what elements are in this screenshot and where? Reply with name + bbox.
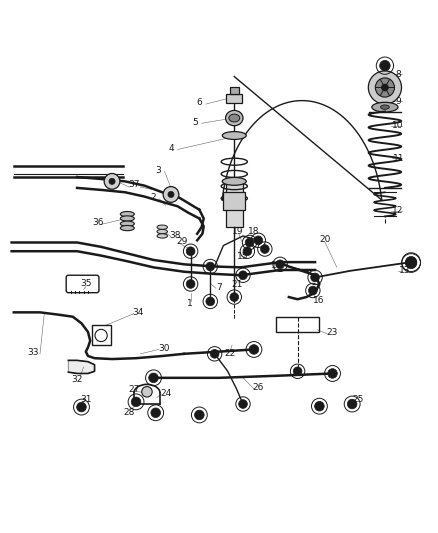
Text: 27: 27 [128, 385, 140, 394]
Circle shape [243, 247, 252, 256]
Ellipse shape [381, 105, 389, 109]
Text: 1: 1 [187, 299, 193, 308]
Bar [226, 94, 242, 103]
Circle shape [249, 345, 259, 354]
Text: 17: 17 [271, 261, 283, 270]
Text: 11: 11 [393, 154, 405, 163]
Circle shape [186, 280, 195, 288]
Ellipse shape [157, 225, 167, 229]
Text: 25: 25 [352, 395, 364, 404]
Text: 12: 12 [392, 206, 404, 215]
Circle shape [261, 245, 269, 253]
Circle shape [109, 179, 115, 184]
Text: 38: 38 [170, 231, 181, 239]
Bar [92, 326, 111, 345]
Circle shape [210, 350, 219, 358]
Text: 35: 35 [80, 279, 92, 288]
Circle shape [406, 257, 417, 269]
Text: 22: 22 [224, 349, 236, 358]
Text: 7: 7 [216, 283, 222, 292]
Text: 34: 34 [133, 308, 144, 317]
Circle shape [186, 247, 195, 256]
Ellipse shape [157, 229, 167, 234]
Circle shape [239, 271, 247, 280]
Circle shape [230, 293, 239, 302]
Text: 19: 19 [232, 227, 243, 236]
Circle shape [293, 367, 302, 376]
Circle shape [347, 399, 357, 409]
Text: 28: 28 [124, 408, 135, 417]
Ellipse shape [120, 225, 134, 231]
Circle shape [163, 187, 179, 203]
Text: 2: 2 [151, 193, 156, 202]
Bar [230, 87, 239, 94]
Text: 36: 36 [92, 219, 103, 228]
Circle shape [276, 260, 285, 269]
Text: 9: 9 [395, 97, 401, 106]
Ellipse shape [120, 212, 134, 217]
Circle shape [131, 397, 141, 407]
Ellipse shape [120, 216, 134, 221]
Bar [276, 317, 319, 332]
Text: 33: 33 [28, 349, 39, 358]
Text: 5: 5 [192, 118, 198, 127]
Circle shape [206, 262, 215, 271]
Circle shape [104, 174, 120, 189]
Circle shape [77, 402, 86, 412]
Circle shape [314, 401, 324, 411]
Text: 24: 24 [160, 389, 171, 398]
Text: 3: 3 [155, 166, 161, 175]
Circle shape [151, 408, 160, 417]
Circle shape [168, 191, 174, 198]
Circle shape [368, 71, 402, 104]
Circle shape [245, 238, 254, 247]
Text: 8: 8 [395, 70, 401, 79]
Ellipse shape [372, 102, 398, 112]
Circle shape [328, 369, 337, 378]
Circle shape [311, 273, 319, 282]
Circle shape [380, 60, 390, 71]
Circle shape [375, 78, 395, 97]
Text: 4: 4 [168, 144, 174, 153]
Text: 23: 23 [327, 328, 338, 337]
Polygon shape [68, 360, 95, 374]
Text: 10: 10 [392, 122, 404, 131]
Ellipse shape [157, 234, 167, 238]
Bar [226, 181, 243, 227]
Circle shape [206, 297, 215, 306]
Text: 31: 31 [80, 395, 92, 404]
Text: 15: 15 [237, 252, 249, 261]
Ellipse shape [222, 132, 246, 140]
Bar [223, 192, 245, 210]
Ellipse shape [229, 114, 240, 122]
Circle shape [239, 400, 247, 408]
Text: 37: 37 [128, 180, 140, 189]
Circle shape [194, 410, 204, 420]
Circle shape [406, 256, 417, 268]
Text: 13: 13 [399, 266, 410, 276]
Ellipse shape [222, 177, 246, 185]
Text: 18: 18 [248, 227, 260, 236]
Circle shape [149, 373, 158, 383]
Text: 21: 21 [232, 280, 243, 289]
Text: 30: 30 [159, 344, 170, 353]
Circle shape [308, 286, 317, 295]
Circle shape [142, 386, 152, 397]
Ellipse shape [120, 221, 134, 227]
Circle shape [381, 84, 389, 91]
Ellipse shape [226, 110, 243, 126]
Circle shape [254, 236, 263, 245]
Text: 26: 26 [253, 383, 264, 392]
Text: 29: 29 [176, 237, 187, 246]
Text: 6: 6 [197, 98, 202, 107]
Text: 20: 20 [319, 235, 330, 244]
Text: 32: 32 [71, 375, 83, 384]
Text: 16: 16 [313, 296, 324, 305]
